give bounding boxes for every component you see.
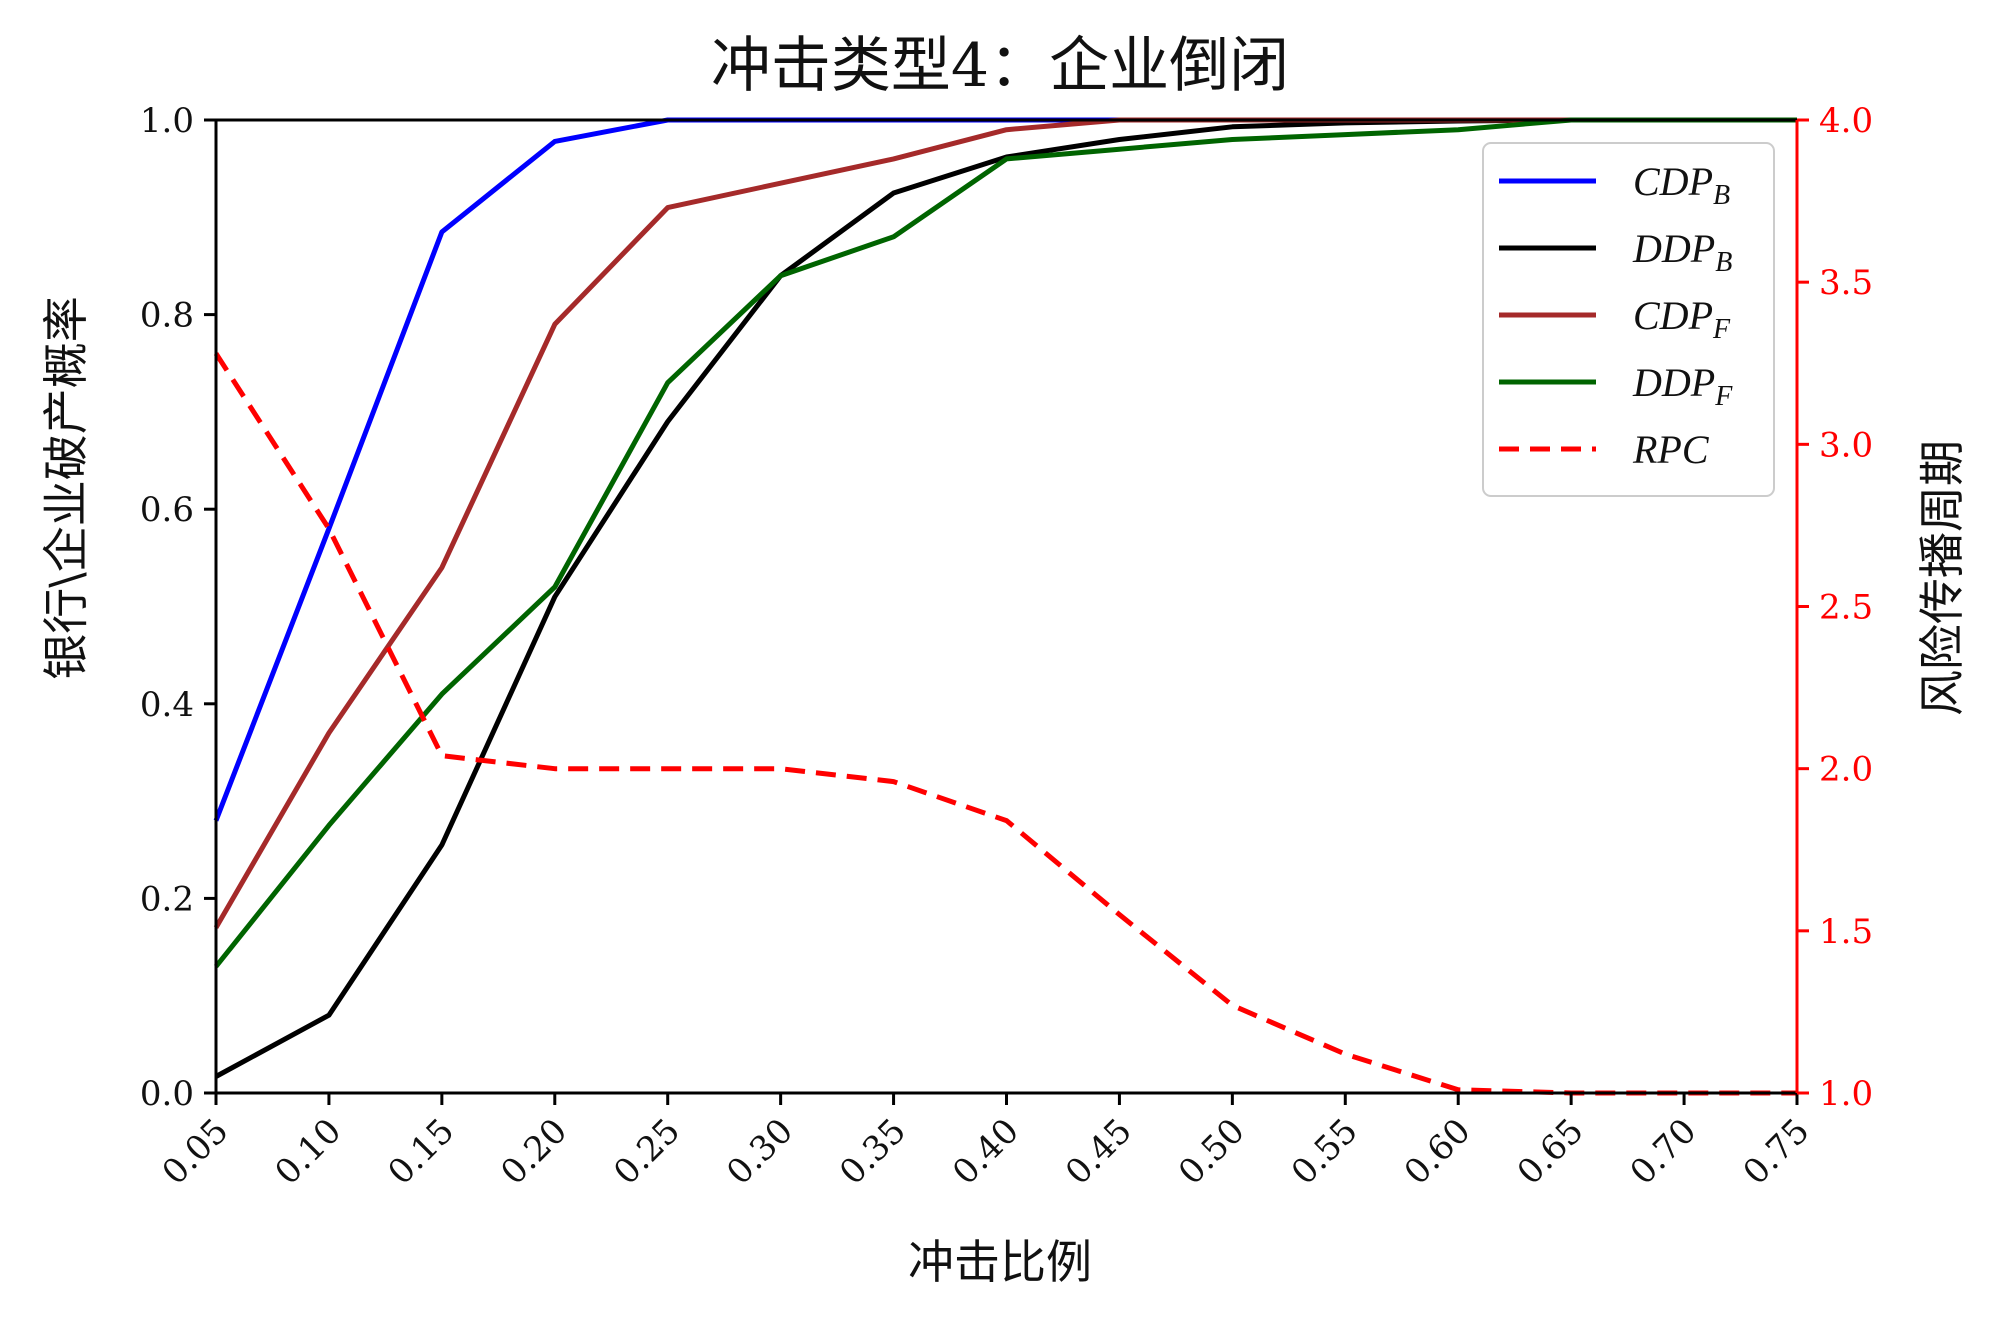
- x-tick-label: 0.40: [945, 1111, 1027, 1193]
- y-tick-label: 1.0: [140, 101, 194, 141]
- legend-entry: DDPF: [1632, 360, 1733, 412]
- y-right-tick-label: 4.0: [1819, 101, 1873, 141]
- chart-title: 冲击类型4：企业倒闭: [711, 31, 1289, 101]
- y-axis-right-label: 风险传播周期: [1915, 440, 1969, 716]
- y-right-tick-label: 1.5: [1819, 912, 1873, 952]
- x-tick-label: 0.50: [1171, 1111, 1253, 1193]
- legend-entry: DDPB: [1632, 226, 1732, 278]
- y-right-tick-label: 3.0: [1819, 425, 1873, 465]
- x-tick-label: 0.15: [380, 1111, 462, 1193]
- y-tick-label: 0.6: [140, 490, 194, 530]
- y-tick-label: 0.8: [140, 296, 194, 336]
- legend-entry: RPC: [1632, 427, 1710, 472]
- x-tick-label: 0.10: [267, 1111, 349, 1193]
- x-axis-label: 冲击比例: [908, 1235, 1092, 1289]
- x-tick-label: 0.25: [606, 1111, 688, 1193]
- legend-box: [1482, 142, 1775, 497]
- x-tick-label: 0.70: [1623, 1111, 1705, 1193]
- y-tick-label: 0.2: [140, 879, 194, 919]
- y-axis-label: 银行\企业破产概率: [39, 296, 93, 680]
- x-tick-label: 0.20: [493, 1111, 575, 1193]
- x-tick-label: 0.60: [1397, 1111, 1479, 1193]
- x-tick-label: 0.35: [832, 1111, 914, 1193]
- x-tick-label: 0.55: [1284, 1111, 1366, 1193]
- legend-entry: CDPF: [1633, 293, 1731, 345]
- y-right-tick-label: 3.5: [1819, 263, 1873, 303]
- x-tick-label: 0.45: [1058, 1111, 1140, 1193]
- series-line-ddpf: [214, 117, 1797, 969]
- y-right-tick-label: 2.0: [1819, 750, 1873, 790]
- legend-entry: CDPB: [1633, 159, 1730, 211]
- y-tick-label: 0.4: [140, 685, 194, 725]
- x-tick-label: 0.75: [1736, 1111, 1818, 1193]
- x-tick-label: 0.30: [719, 1111, 801, 1193]
- y-right-tick-label: 2.5: [1819, 588, 1873, 628]
- x-tick-label: 0.05: [155, 1111, 237, 1193]
- y-tick-label: 0.0: [140, 1074, 194, 1114]
- x-tick-label: 0.65: [1510, 1111, 1592, 1193]
- y-right-tick-label: 1.0: [1819, 1074, 1873, 1114]
